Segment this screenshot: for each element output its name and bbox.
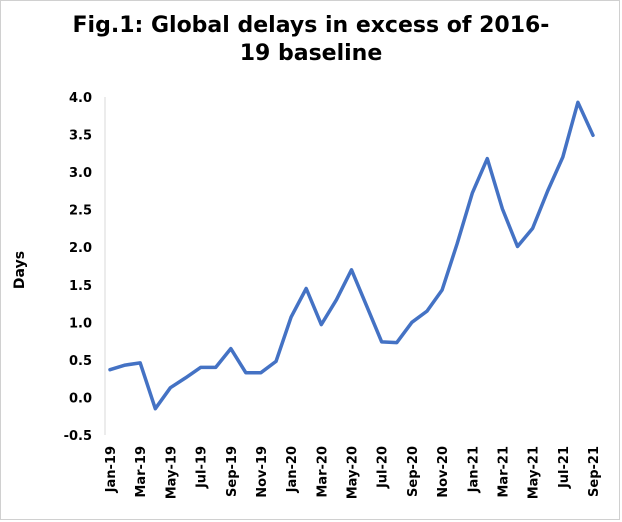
x-axis-ticks: Jan-19 Mar-19 May-19 Jul-19 Sep-19 Nov-19 Jan-… <box>104 446 602 499</box>
series-line <box>108 100 595 411</box>
y-tick-label: 0.0 <box>69 391 92 406</box>
y-tick-label: 1.0 <box>69 316 92 331</box>
x-tick-label: Nov-19 <box>255 446 270 498</box>
y-tick-label: 4.0 <box>69 91 92 106</box>
x-tick-label: Jul-21 <box>557 446 572 489</box>
chart-title: Fig.1: Global delays in excess of 2016- … <box>0 12 622 68</box>
y-tick-label: 2.5 <box>69 204 92 219</box>
chart-title-line-1: Fig.1: Global delays in excess of 2016- <box>72 13 550 38</box>
y-tick-label: 2.0 <box>69 241 92 256</box>
chart-title-line-2: 19 baseline <box>239 41 383 66</box>
x-tick-label: Sep-20 <box>406 446 421 497</box>
x-tick-label: Mar-21 <box>496 446 511 498</box>
y-tick-label: -0.5 <box>64 429 92 444</box>
y-tick-label: 1.5 <box>69 279 92 294</box>
x-tick-label: Jul-20 <box>376 446 391 489</box>
x-tick-label: Jan-19 <box>104 446 119 493</box>
x-tick-label: Sep-19 <box>225 446 240 497</box>
x-tick-label: Mar-20 <box>315 446 330 498</box>
y-axis-label: Days <box>12 251 28 289</box>
x-tick-label: Mar-19 <box>134 446 149 498</box>
x-tick-label: Sep-21 <box>587 446 602 497</box>
y-tick-label: 3.5 <box>69 129 92 144</box>
y-axis-ticks: 4.0 3.5 3.0 2.5 2.0 1.5 1.0 0.5 0.0 -0.5 <box>64 91 92 444</box>
y-tick-label: 3.0 <box>69 166 92 181</box>
x-tick-label: May-21 <box>527 446 542 499</box>
x-tick-label: Jul-19 <box>195 446 210 489</box>
x-tick-label: May-20 <box>346 446 361 499</box>
series-group <box>108 100 595 411</box>
x-tick-label: May-19 <box>164 446 179 499</box>
y-tick-label: 0.5 <box>69 354 92 369</box>
x-tick-label: Jan-20 <box>285 446 300 493</box>
x-tick-label: Jan-21 <box>466 446 481 493</box>
x-tick-label: Nov-20 <box>436 446 451 498</box>
